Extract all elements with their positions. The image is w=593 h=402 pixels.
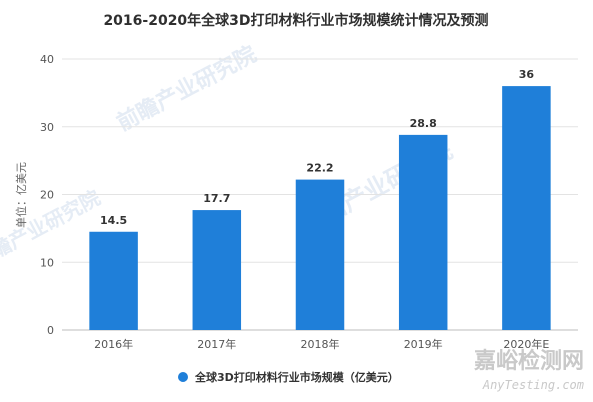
data-label: 22.2 <box>306 162 333 175</box>
legend-marker <box>178 372 188 382</box>
bar <box>502 86 551 330</box>
data-labels: 14.5 17.7 22.2 28.8 36 <box>100 68 534 227</box>
y-tick-label: 40 <box>40 53 54 66</box>
legend: 全球3D打印材料行业市场规模（亿美元） <box>178 370 399 384</box>
branding-url: AnyTesting.com <box>482 378 584 392</box>
data-label: 28.8 <box>410 117 437 130</box>
bar <box>398 134 448 330</box>
x-tick-label: 2018年 <box>301 337 340 351</box>
y-tick-label: 20 <box>40 189 54 202</box>
chart-title: 2016-2020年全球3D打印材料行业市场规模统计情况及预测 <box>103 12 488 29</box>
x-tick-label: 2019年 <box>404 337 443 351</box>
data-label: 14.5 <box>100 214 127 227</box>
x-tick-label: 2020年E <box>503 337 549 351</box>
watermark-text: 前瞻产业研究院 <box>113 41 261 136</box>
y-axis-label: 单位：亿美元 <box>14 162 28 228</box>
x-axis-ticks: 2016年 2017年 2018年 2019年 2020年E <box>94 337 549 351</box>
gridlines <box>62 58 578 331</box>
legend-label: 全球3D打印材料行业市场规模（亿美元） <box>194 370 399 384</box>
branding-name: 嘉峪检测网 <box>474 348 584 374</box>
y-tick-label: 30 <box>40 121 54 134</box>
bar <box>89 231 138 330</box>
bar <box>295 179 345 330</box>
site-branding: 嘉峪检测网 AnyTesting.com <box>474 348 584 392</box>
x-tick-label: 2016年 <box>94 337 133 351</box>
y-tick-label: 0 <box>47 324 54 337</box>
data-label: 36 <box>519 68 535 81</box>
data-label: 17.7 <box>203 192 230 205</box>
bar-series <box>89 86 551 330</box>
bar <box>192 210 242 330</box>
y-axis-ticks: 0 10 20 30 40 <box>40 53 54 337</box>
x-tick-label: 2017年 <box>197 337 236 351</box>
y-tick-label: 10 <box>40 256 54 269</box>
